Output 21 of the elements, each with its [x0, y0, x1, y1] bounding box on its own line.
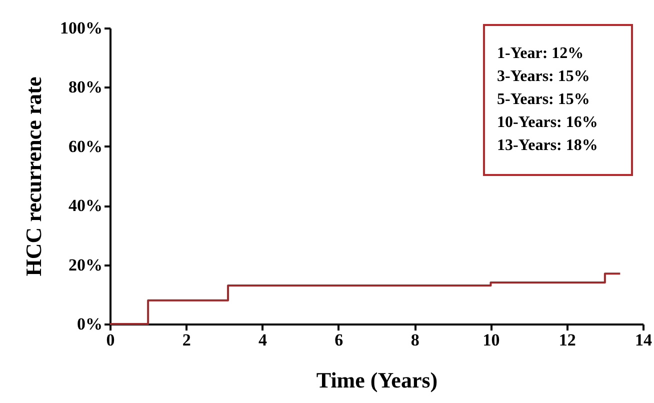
annotation: 13-Years: 18% — [497, 136, 599, 156]
y-axis-title: HCC recurrence rate — [21, 76, 46, 276]
annotation: 3-Years: 15% — [497, 67, 591, 87]
x-tick-label: 8 — [410, 330, 420, 350]
annotation: 1-Year: 12% — [497, 44, 585, 64]
x-axis-title: Time (Years) — [316, 368, 438, 392]
y-tick-label: 0% — [77, 314, 102, 334]
y-tick-label: 40% — [68, 196, 102, 216]
y-tick-label: 20% — [68, 255, 102, 274]
x-tick-label: 4 — [258, 330, 268, 350]
x-tick-label: 6 — [334, 330, 344, 350]
x-tick-label: 10 — [482, 330, 500, 350]
y-tick-label: 60% — [68, 136, 102, 156]
x-tick-label: 12 — [558, 330, 576, 350]
x-tick-label: 14 — [635, 330, 652, 350]
x-tick-label: 0 — [106, 330, 115, 350]
annotation: 10-Years: 16% — [497, 113, 599, 133]
y-tick-label: 100% — [60, 18, 102, 38]
x-tick-label: 2 — [182, 330, 191, 350]
annotation: 5-Years: 15% — [497, 90, 591, 110]
y-tick-label: 80% — [68, 78, 102, 97]
